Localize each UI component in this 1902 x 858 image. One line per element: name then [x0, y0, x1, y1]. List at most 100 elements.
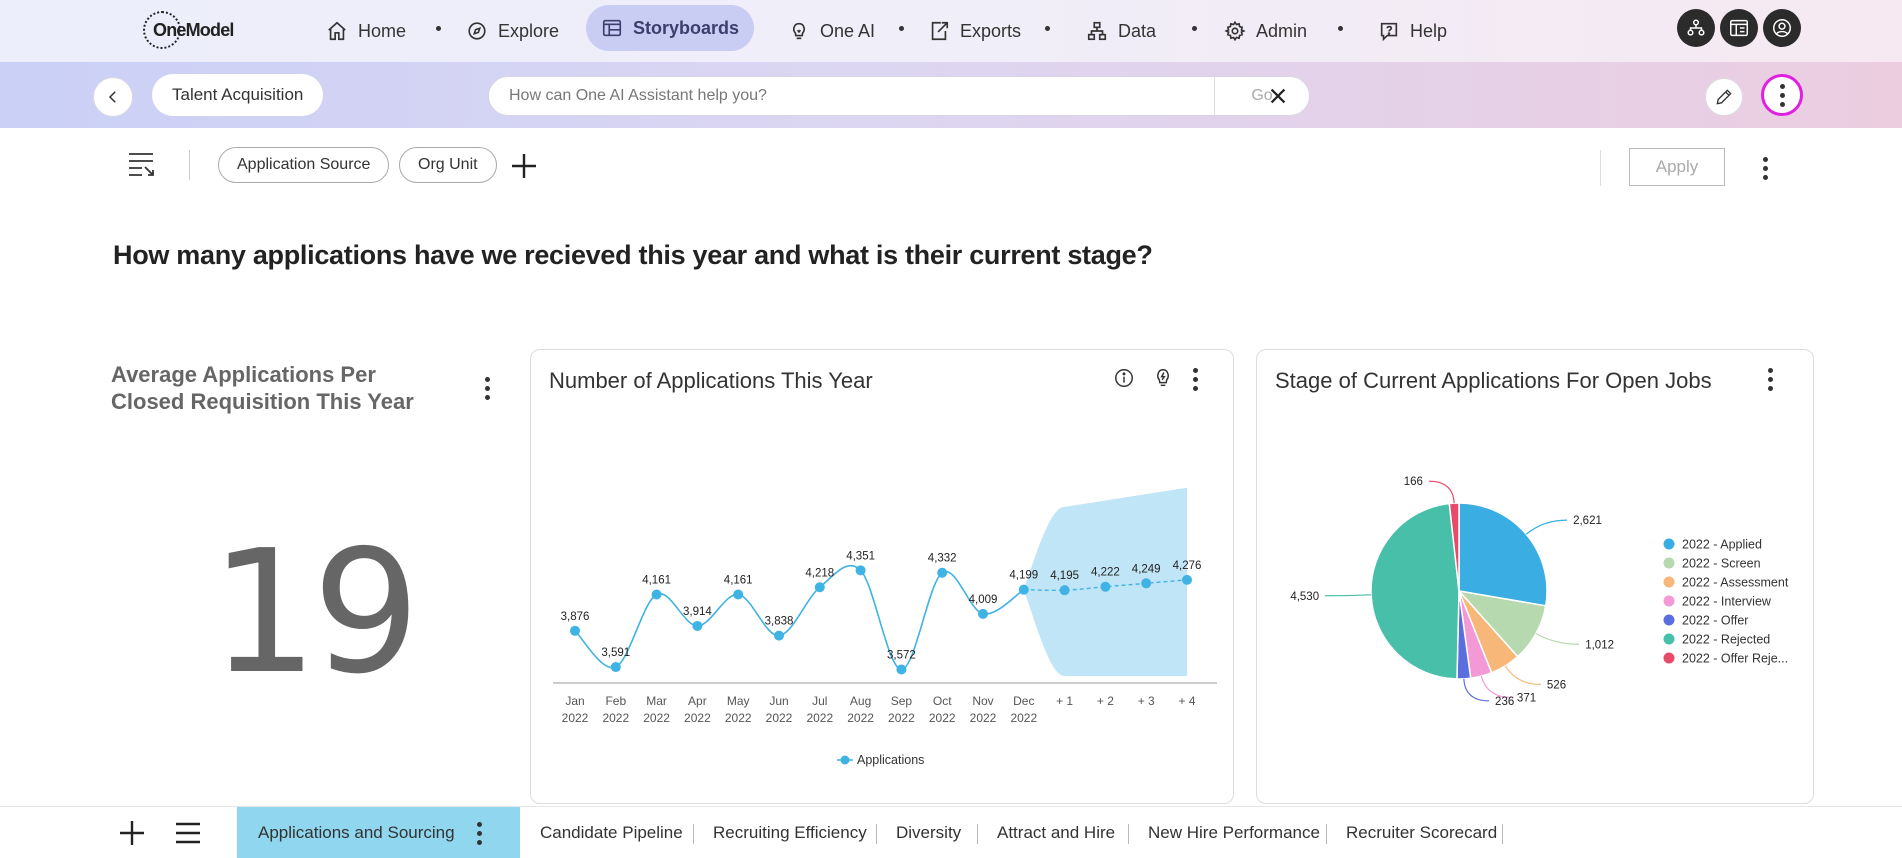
legend-label: Applications: [857, 753, 924, 767]
nav-one-ai-label: One AI: [820, 20, 876, 41]
nav-storyboards[interactable]: Storyboards: [586, 5, 754, 51]
apply-filters-button[interactable]: Apply: [1629, 148, 1725, 186]
x-tick-label: 2022: [643, 711, 670, 725]
filter-more-options-icon[interactable]: [1760, 155, 1770, 181]
go-button[interactable]: Go: [1214, 77, 1309, 115]
x-tick-label: 2022: [684, 711, 711, 725]
data-point: [651, 589, 662, 600]
legend-marker: [1663, 614, 1675, 626]
org-chart-button[interactable]: [1677, 9, 1715, 47]
nav-home[interactable]: Home: [326, 9, 406, 53]
nav-one-ai[interactable]: One AI: [788, 9, 875, 53]
insight-lightbulb-icon[interactable]: [1152, 366, 1174, 390]
home-icon: [328, 21, 346, 41]
tab-attract-and-hire[interactable]: Attract and Hire: [997, 823, 1116, 842]
data-point: [1141, 578, 1152, 589]
x-tick-label: 2022: [888, 711, 915, 725]
x-tick-label: 2022: [602, 711, 629, 725]
nav-separator-dot: [1338, 26, 1343, 31]
tab-candidate-pipeline[interactable]: Candidate Pipeline: [540, 823, 683, 842]
pie-leader-line: [1325, 594, 1372, 597]
line-chart-more-options-icon[interactable]: [1190, 366, 1200, 392]
x-tick-label: + 4: [1178, 694, 1195, 708]
help-icon: [1380, 22, 1398, 42]
edit-button[interactable]: [1705, 78, 1743, 116]
nav-admin-label: Admin: [1256, 20, 1308, 41]
tab-applications-and-sourcing[interactable]: Applications and Sourcing: [237, 807, 520, 858]
tab-more-options-icon[interactable]: [474, 820, 484, 846]
data-point: [978, 608, 988, 619]
compass-icon: [468, 22, 486, 40]
chevron-left-icon: [108, 91, 116, 103]
ai-assistant-input[interactable]: [509, 87, 1229, 105]
filter-chip-org-unit[interactable]: Org Unit: [399, 147, 497, 183]
tab-label: Applications and Sourcing: [258, 823, 455, 842]
lightbulb-icon: [793, 22, 805, 40]
application-stage-pie-chart-card: Stage of Current Applications For Open J…: [1256, 349, 1814, 804]
x-tick-label: Nov: [972, 694, 993, 708]
data-label: 4,276: [1173, 560, 1202, 572]
more-vertical-icon: [1779, 83, 1785, 107]
pie-leader-line: [1535, 633, 1580, 645]
nav-data[interactable]: Data: [1086, 9, 1156, 53]
x-tick-label: 2022: [929, 711, 956, 725]
applications-line-chart: 3,876 Jan 2022 3,591 Feb 2022 4,161 Mar 2022 3,91…: [553, 487, 1217, 767]
storyboard-toolbar: Talent Acquisition Go: [0, 62, 1902, 128]
page-question-heading: How many applications have we recieved t…: [113, 240, 1153, 270]
hamburger-menu-icon[interactable]: [174, 821, 202, 845]
filter-chip-application-source[interactable]: Application Source: [218, 147, 390, 183]
x-tick-label: + 2: [1097, 694, 1114, 708]
gear-icon: [1224, 20, 1246, 42]
pie-leader-line: [1463, 678, 1490, 702]
data-label: 4,199: [1009, 570, 1038, 582]
nav-explore[interactable]: Explore: [466, 9, 559, 53]
user-account-icon: [1773, 19, 1791, 37]
storyboard-more-options-button[interactable]: [1761, 74, 1803, 116]
x-tick-label: May: [727, 694, 750, 708]
tab-new-hire-performance[interactable]: New Hire Performance: [1148, 823, 1320, 842]
legend-label: 2022 - Assessment: [1682, 576, 1789, 590]
filter-list-icon[interactable]: [128, 150, 156, 180]
nav-exports[interactable]: Exports: [928, 9, 1021, 53]
legend-label: 2022 - Screen: [1682, 557, 1761, 571]
data-label: 4,195: [1050, 570, 1079, 582]
legend-marker: [840, 755, 850, 765]
pie-data-label: 166: [1404, 476, 1423, 488]
tab-recruiting-efficiency[interactable]: Recruiting Efficiency: [713, 823, 867, 842]
user-account-button[interactable]: [1763, 9, 1801, 47]
nav-admin[interactable]: Admin: [1224, 9, 1307, 53]
tab-diversity[interactable]: Diversity: [896, 823, 962, 842]
kpi-more-options-icon[interactable]: [482, 375, 492, 401]
kpi-value: 19: [210, 514, 420, 712]
pie-leader-line: [1428, 480, 1455, 504]
nav-help[interactable]: Help: [1378, 9, 1447, 53]
nav-separator-dot: [899, 26, 904, 31]
logo-ring-icon: [143, 11, 181, 49]
data-point: [1182, 574, 1192, 585]
dashboard-button[interactable]: [1720, 9, 1758, 47]
close-icon[interactable]: [1267, 85, 1289, 107]
onemodel-logo[interactable]: OneModel: [143, 10, 234, 50]
legend-marker: [1663, 633, 1675, 645]
divider: [1600, 150, 1601, 186]
data-point: [1100, 581, 1111, 592]
pie-data-label: 371: [1517, 692, 1536, 704]
legend-label: 2022 - Rejected: [1682, 633, 1770, 647]
x-tick-label: Jul: [812, 694, 827, 708]
x-tick-label: Oct: [933, 694, 952, 708]
back-button[interactable]: [93, 77, 133, 117]
storyboard-name-pill[interactable]: Talent Acquisition: [152, 74, 324, 116]
data-point: [774, 630, 784, 641]
x-tick-label: 2022: [766, 711, 793, 725]
data-point: [733, 589, 744, 600]
nav-storyboards-label: Storyboards: [632, 17, 740, 38]
plus-icon[interactable]: [509, 151, 539, 181]
data-point: [896, 664, 907, 675]
pie-chart-more-options-icon[interactable]: [1765, 366, 1775, 392]
add-tab-icon[interactable]: [118, 819, 146, 847]
tab-recruiter-scorecard[interactable]: Recruiter Scorecard: [1346, 823, 1498, 842]
legend-label: 2022 - Interview: [1682, 595, 1772, 609]
info-icon[interactable]: [1113, 367, 1135, 389]
data-label: 4,332: [928, 553, 957, 565]
data-label: 3,591: [601, 647, 630, 659]
